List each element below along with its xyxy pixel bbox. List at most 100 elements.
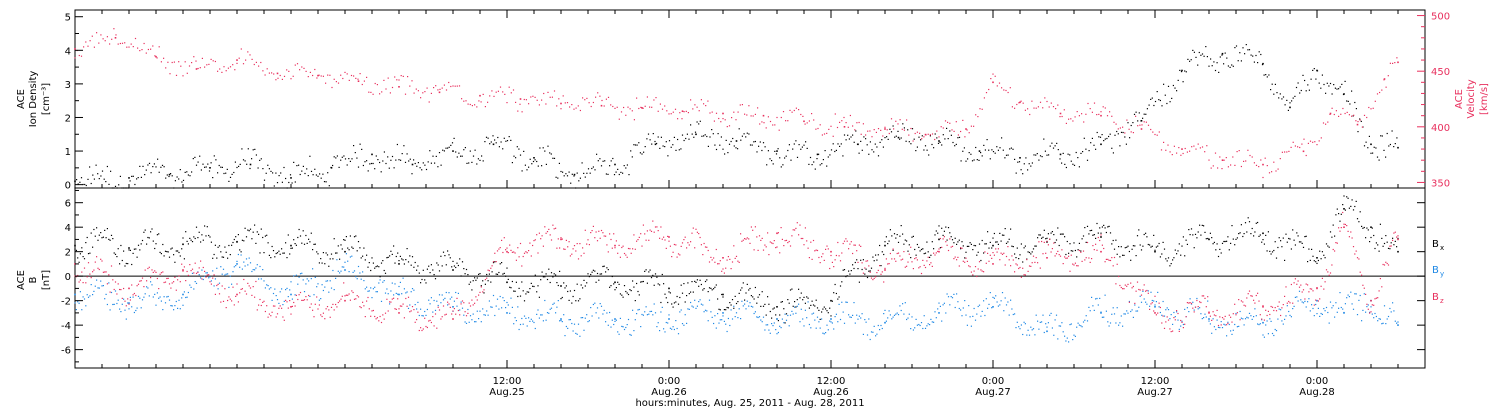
by-point — [876, 333, 878, 335]
by-point — [496, 298, 499, 300]
by-point — [989, 292, 991, 294]
bz-point — [1118, 275, 1120, 278]
bx-point — [276, 252, 279, 254]
bx-point — [1005, 242, 1008, 244]
bx-point — [1194, 233, 1197, 235]
bx-point — [293, 239, 295, 241]
bx-point — [393, 245, 395, 247]
density-point — [1033, 154, 1035, 156]
bz-point — [930, 262, 932, 264]
by-point — [459, 309, 461, 311]
density-point — [315, 174, 317, 176]
bx-point — [375, 266, 377, 268]
bx-point — [411, 256, 414, 258]
bx-point — [569, 290, 571, 292]
density-point — [717, 133, 719, 135]
by-point — [941, 320, 943, 322]
bx-point — [1253, 235, 1255, 237]
by-point — [194, 281, 196, 283]
bz-point — [1292, 302, 1294, 304]
bx-point — [313, 243, 315, 245]
velocity-point — [329, 74, 331, 76]
velocity-point — [1335, 110, 1337, 112]
density-point — [792, 148, 794, 150]
density-point — [1304, 79, 1306, 82]
bz-point — [94, 261, 96, 263]
velocity-point — [690, 99, 692, 101]
velocity-point — [903, 129, 905, 131]
bx-point — [1004, 228, 1006, 230]
bz-point — [1216, 309, 1218, 311]
bz-point — [1209, 315, 1211, 317]
velocity-point — [186, 72, 188, 74]
density-point — [205, 166, 207, 168]
bz-point — [686, 247, 688, 249]
bz-point — [343, 282, 345, 284]
by-point — [815, 327, 817, 329]
density-point — [1375, 147, 1377, 149]
bx-point — [167, 251, 169, 253]
bx-point — [812, 304, 815, 306]
bz-point — [1072, 263, 1074, 265]
bx-point — [197, 237, 199, 239]
by-point — [322, 289, 324, 292]
bz-point — [167, 277, 169, 279]
bz-point — [290, 313, 292, 315]
bz-point — [1031, 262, 1033, 264]
bx-point — [609, 286, 611, 288]
density-point — [686, 133, 688, 135]
bz-point — [803, 244, 805, 246]
density-point — [840, 143, 842, 145]
by-point — [1351, 303, 1353, 305]
velocity-point — [517, 110, 519, 112]
bz-point — [1081, 260, 1083, 262]
bx-point — [924, 252, 927, 254]
bz-point — [599, 237, 601, 239]
density-point — [1082, 151, 1084, 153]
bx-point — [711, 289, 713, 291]
bx-point — [834, 283, 836, 286]
by-point — [129, 296, 131, 298]
bx-point — [1347, 197, 1349, 199]
velocity-point — [381, 91, 383, 93]
bz-point — [837, 241, 839, 244]
density-point — [722, 148, 724, 150]
bz-point — [1046, 257, 1048, 259]
density-point — [372, 162, 374, 165]
by-point — [1097, 304, 1099, 306]
by-point — [1292, 308, 1294, 310]
bz-point — [1290, 283, 1292, 286]
bz-point — [399, 305, 401, 307]
by-point — [351, 255, 353, 257]
bz-point — [468, 302, 470, 304]
by-point — [177, 307, 179, 309]
density-point — [508, 136, 510, 138]
bx-point — [1042, 236, 1044, 238]
density-point — [456, 156, 458, 158]
bx-point — [888, 240, 890, 242]
bx-point — [661, 273, 663, 276]
bx-point — [600, 273, 603, 275]
velocity-point — [361, 83, 363, 86]
velocity-point — [333, 78, 335, 80]
bx-point — [557, 284, 559, 287]
bx-point — [627, 293, 630, 296]
by-point — [515, 320, 517, 322]
density-point — [471, 161, 473, 163]
bx-point — [947, 227, 950, 229]
by-point — [152, 296, 154, 298]
bx-point — [141, 239, 144, 242]
bz-point — [274, 305, 276, 307]
bz-point — [1028, 265, 1031, 267]
by-point — [803, 325, 805, 327]
by-point — [1293, 305, 1295, 307]
bz-point — [101, 260, 103, 262]
by-point — [449, 298, 451, 300]
density-point — [1365, 141, 1367, 143]
by-point — [883, 313, 885, 315]
by-point — [1026, 334, 1028, 336]
velocity-point — [582, 97, 584, 99]
density-point — [558, 162, 560, 164]
bx-point — [741, 287, 743, 289]
velocity-point — [391, 86, 394, 89]
